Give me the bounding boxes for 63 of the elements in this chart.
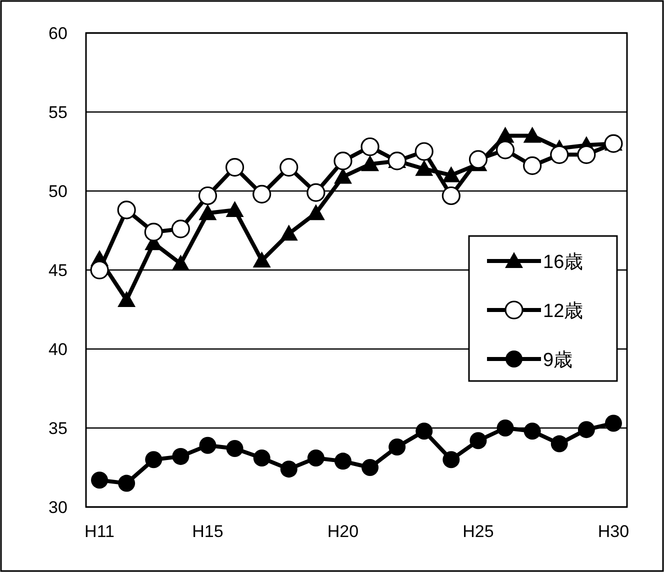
point — [253, 450, 270, 467]
point — [496, 420, 514, 436]
point — [280, 158, 298, 177]
point — [360, 137, 380, 156]
x-tick-label: H15 — [192, 522, 224, 541]
point — [577, 145, 596, 164]
point — [307, 450, 324, 467]
y-tick-label: 55 — [48, 103, 68, 122]
point — [524, 422, 541, 440]
y-tick-label: 40 — [48, 340, 68, 359]
point — [496, 140, 515, 160]
point — [198, 204, 217, 220]
x-tick-label: H11 — [84, 522, 114, 541]
point — [470, 432, 487, 450]
point — [90, 260, 109, 280]
y-tick-label: 30 — [48, 498, 68, 517]
legend-label: 12歳 — [543, 301, 584, 322]
point — [225, 158, 244, 177]
y-tick-label: 50 — [48, 182, 68, 201]
point — [334, 452, 352, 470]
point — [442, 451, 460, 468]
point — [280, 224, 298, 241]
point — [91, 472, 108, 489]
point — [362, 459, 379, 476]
x-tick-label: H25 — [462, 522, 494, 541]
point — [523, 156, 542, 176]
point — [145, 451, 162, 468]
point — [416, 422, 433, 440]
point — [388, 438, 406, 456]
point — [226, 440, 244, 458]
point — [442, 166, 460, 182]
point — [442, 186, 460, 206]
point — [280, 460, 298, 478]
point — [118, 291, 136, 308]
point — [414, 142, 434, 161]
point — [306, 183, 326, 202]
point — [578, 421, 595, 438]
point — [468, 150, 488, 169]
point — [172, 448, 190, 465]
point — [117, 200, 136, 220]
y-tick-label: 45 — [48, 261, 68, 280]
point — [172, 254, 190, 271]
legend-label: 9歳 — [543, 350, 573, 371]
point — [198, 186, 218, 206]
x-tick-label: H20 — [327, 522, 359, 541]
point — [550, 435, 568, 452]
point — [118, 474, 136, 492]
point — [226, 200, 244, 217]
legend-label: 16歳 — [543, 252, 584, 273]
x-tick-label: H30 — [598, 522, 630, 541]
point — [523, 126, 542, 143]
y-tick-label: 35 — [48, 419, 68, 438]
y-tick-label: 60 — [48, 24, 68, 43]
point — [604, 414, 622, 432]
point — [550, 145, 569, 164]
point — [252, 184, 272, 204]
point — [415, 160, 434, 176]
point — [199, 436, 216, 454]
point — [144, 222, 163, 242]
point — [252, 252, 271, 268]
point — [361, 155, 380, 172]
point — [334, 152, 352, 170]
point — [171, 220, 190, 238]
